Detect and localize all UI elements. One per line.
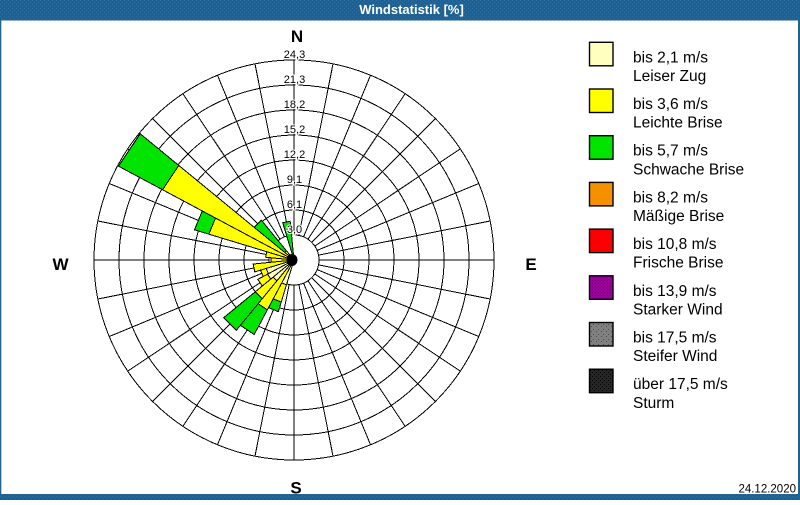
svg-text:bis 8,2 m/s: bis 8,2 m/s (633, 189, 708, 206)
svg-text:W: W (52, 255, 69, 274)
svg-text:18,2: 18,2 (284, 99, 305, 111)
svg-text:24,3: 24,3 (284, 49, 305, 61)
svg-text:bis 10,8 m/s: bis 10,8 m/s (633, 236, 717, 253)
svg-text:Windstatistik [%]: Windstatistik [%] (359, 2, 464, 17)
svg-text:Mäßige Brise: Mäßige Brise (633, 208, 724, 225)
svg-text:Leichte Brise: Leichte Brise (633, 115, 723, 132)
svg-text:3,0: 3,0 (287, 224, 302, 236)
svg-text:24.12.2020: 24.12.2020 (738, 484, 796, 496)
svg-text:bis 2,1 m/s: bis 2,1 m/s (633, 49, 708, 66)
svg-text:N: N (291, 27, 303, 46)
svg-text:S: S (290, 479, 301, 498)
svg-text:bis 13,9 m/s: bis 13,9 m/s (633, 283, 717, 300)
svg-text:Schwache Brise: Schwache Brise (633, 161, 744, 178)
svg-text:Leiser Zug: Leiser Zug (633, 68, 706, 85)
svg-text:bis 17,5 m/s: bis 17,5 m/s (633, 330, 717, 347)
svg-text:bis 5,7 m/s: bis 5,7 m/s (633, 143, 708, 160)
svg-text:über 17,5 m/s: über 17,5 m/s (633, 376, 728, 393)
svg-text:Steifer Wind: Steifer Wind (633, 348, 717, 365)
svg-text:21,3: 21,3 (284, 74, 305, 86)
svg-text:Sturm: Sturm (633, 395, 674, 412)
svg-text:bis 3,6 m/s: bis 3,6 m/s (633, 96, 708, 113)
svg-text:12,2: 12,2 (284, 149, 305, 161)
svg-text:6,1: 6,1 (287, 199, 302, 211)
svg-text:15,2: 15,2 (284, 124, 305, 136)
svg-text:Frische Brise: Frische Brise (633, 255, 723, 272)
svg-text:Starker Wind: Starker Wind (633, 301, 723, 318)
svg-text:E: E (525, 255, 536, 274)
svg-text:9,1: 9,1 (287, 174, 302, 186)
